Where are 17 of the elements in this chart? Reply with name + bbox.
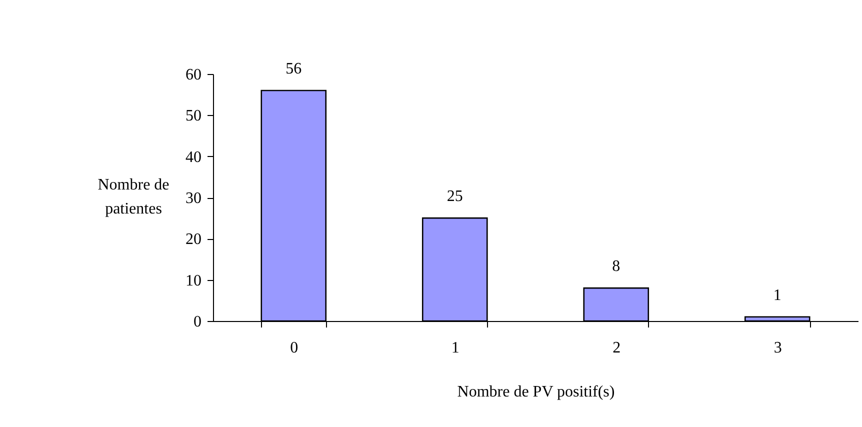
data-label: 8 (612, 258, 620, 276)
y-tick-label: 0 (194, 314, 202, 330)
x-tick-label: 3 (774, 340, 782, 356)
x-axis-title: Nombre de PV positif(s) (457, 384, 615, 400)
x-tick-label: 2 (612, 340, 621, 356)
y-tick-label: 10 (186, 272, 202, 290)
x-tick-label: 1 (451, 340, 460, 356)
y-tick-label: 50 (186, 108, 202, 125)
data-label: 25 (446, 188, 463, 206)
y-tick-label: 30 (186, 190, 202, 207)
x-tick-label: 0 (290, 340, 298, 356)
y-tick-label: 40 (186, 148, 202, 166)
data-label: 56 (286, 60, 302, 78)
y-tick-label: 20 (186, 231, 202, 248)
y-tick-label: 60 (186, 66, 202, 84)
y-axis-title: Nombre de patientes (98, 176, 170, 218)
data-label: 1 (773, 286, 782, 304)
